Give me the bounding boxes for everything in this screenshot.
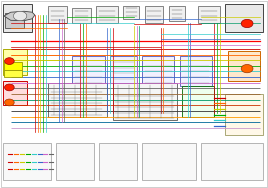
Bar — [180, 56, 212, 86]
Bar — [201, 143, 263, 180]
Bar — [4, 70, 22, 77]
Bar — [3, 81, 27, 105]
Bar — [225, 94, 263, 135]
Bar — [228, 51, 260, 81]
Bar — [48, 6, 67, 23]
Bar — [123, 6, 139, 19]
Polygon shape — [4, 11, 35, 21]
Bar — [48, 83, 107, 117]
Bar — [142, 143, 196, 180]
Circle shape — [241, 64, 253, 73]
Bar — [56, 143, 94, 180]
Bar — [198, 6, 220, 23]
Circle shape — [241, 19, 253, 28]
Circle shape — [5, 58, 14, 64]
Bar — [3, 4, 32, 32]
Circle shape — [5, 84, 14, 91]
Circle shape — [13, 11, 27, 21]
Bar — [72, 56, 105, 86]
Bar — [142, 56, 174, 86]
Bar — [113, 83, 177, 120]
Bar — [96, 6, 118, 23]
Bar — [225, 4, 263, 32]
Bar — [72, 8, 91, 23]
Bar — [169, 6, 185, 21]
Bar — [4, 62, 22, 70]
Circle shape — [5, 99, 14, 106]
Bar — [3, 49, 27, 75]
Bar — [182, 86, 214, 117]
Bar — [5, 13, 24, 28]
Bar — [110, 56, 137, 83]
Bar — [3, 143, 51, 180]
Bar — [99, 143, 137, 180]
Bar — [145, 6, 163, 23]
